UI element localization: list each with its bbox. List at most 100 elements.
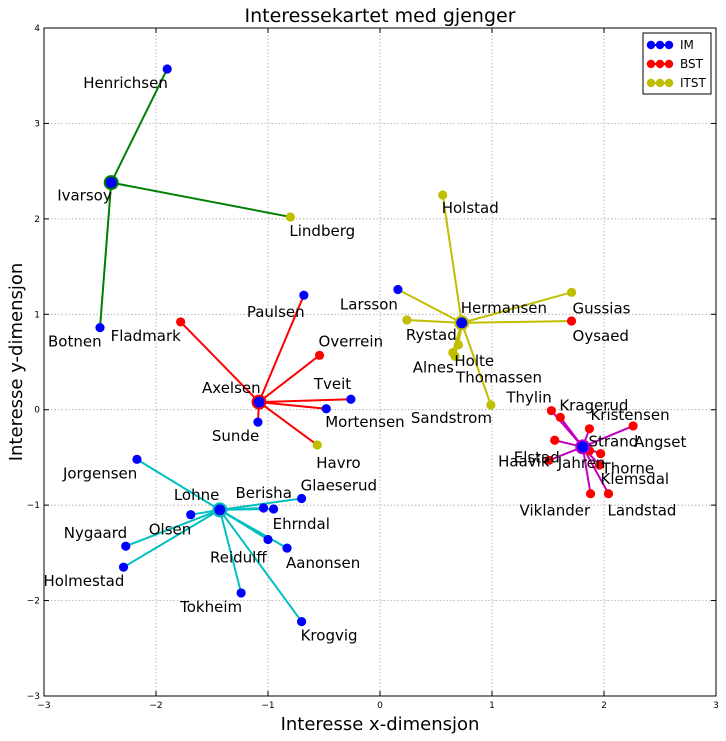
- label-angset: Angset: [634, 433, 686, 451]
- y-tick-label: 1: [34, 310, 40, 320]
- point-sunde: [253, 417, 263, 427]
- label-havro: Havro: [316, 454, 360, 472]
- point-havro: [312, 440, 322, 450]
- point-fladmark: [176, 317, 186, 327]
- point-oysaed: [566, 316, 577, 326]
- edge-henrichsen: [110, 68, 169, 184]
- label-sunde: Sunde: [212, 427, 259, 445]
- edge-rystad: [406, 319, 462, 324]
- point-holte: [453, 340, 463, 350]
- point-thomassen: [450, 351, 460, 361]
- point-olsen: [186, 510, 196, 520]
- legend-marker-bst: [646, 59, 656, 69]
- center-axelsen: [251, 394, 267, 410]
- x-axis-label: Interesse x-dimensjon: [281, 714, 480, 735]
- edge-fladmark: [179, 321, 260, 403]
- x-tick-label: 2: [601, 701, 607, 711]
- label-holstad: Holstad: [442, 199, 499, 217]
- point-thylin: [546, 406, 556, 416]
- label-klemsdal: Klemsdal: [601, 470, 670, 488]
- point-angset: [628, 421, 638, 431]
- point-holmestad: [118, 562, 129, 572]
- point-viklander: [585, 489, 596, 499]
- edge-landstad: [581, 446, 610, 495]
- label-hermansen: Hermansen: [461, 299, 547, 317]
- point-mortensen: [321, 404, 331, 414]
- label-oysaed: Oysaed: [573, 327, 629, 345]
- y-tick-label: −2: [27, 597, 40, 607]
- legend-marker-im: [655, 40, 665, 50]
- point-landstad: [603, 489, 614, 499]
- point-holstad: [438, 190, 448, 200]
- chart-title: Interessekartet med gjenger: [244, 5, 515, 27]
- edge-gussias: [461, 291, 572, 324]
- point-paulsen: [299, 290, 309, 300]
- point-aanonsen: [282, 543, 292, 553]
- edge-glaeserud: [219, 497, 302, 511]
- edge-tokheim: [218, 509, 243, 594]
- point-elstad: [550, 435, 560, 445]
- label-holte: Holte: [454, 352, 494, 370]
- legend-marker-itst: [655, 78, 665, 88]
- center-ivarsoy: [103, 175, 119, 191]
- point-overrein: [314, 350, 325, 360]
- point-tokheim: [236, 588, 246, 598]
- label-henrichsen: Henrichsen: [83, 74, 168, 92]
- point-lindberg: [285, 212, 295, 222]
- x-tick-label: −3: [37, 701, 50, 711]
- label-haavik: Haavik: [498, 452, 550, 470]
- label-larsson: Larsson: [340, 295, 398, 313]
- label-lohne: Lohne: [174, 486, 220, 504]
- label-ivarsoy: Ivarsoy: [57, 187, 112, 205]
- y-tick-label: 0: [34, 406, 40, 416]
- label-alnes: Alnes: [413, 358, 454, 376]
- label-reidulff: Reidulff: [210, 548, 267, 566]
- point-kristensen: [584, 424, 595, 434]
- y-tick-label: 4: [34, 24, 40, 34]
- label-elstad: Elstad: [514, 448, 560, 466]
- point-tveit: [346, 394, 356, 404]
- point-botnen: [95, 323, 105, 333]
- edge-sandstrom: [460, 322, 492, 406]
- y-tick-label: −1: [27, 501, 40, 511]
- x-tick-label: 0: [377, 701, 383, 711]
- label-overrein: Overrein: [319, 332, 384, 350]
- label-holmestad: Holmestad: [44, 572, 125, 590]
- edge-larsson: [397, 288, 463, 324]
- label-ehrndal: Ehrndal: [273, 515, 330, 533]
- edge-havro: [258, 401, 318, 446]
- label-thomassen: Thomassen: [455, 368, 542, 386]
- point-henrichsen: [162, 64, 172, 74]
- label-viklander: Viklander: [520, 502, 591, 520]
- label-thylin: Thylin: [505, 389, 551, 407]
- edge-viklander: [581, 446, 592, 494]
- label-aanonsen: Aanonsen: [286, 554, 360, 572]
- label-gussias: Gussias: [573, 299, 631, 317]
- data-points: [95, 64, 638, 627]
- label-axelsen: Axelsen: [202, 379, 261, 397]
- point-glaeserud: [297, 493, 307, 504]
- label-jorgensen: Jorgensen: [62, 464, 137, 482]
- edge-paulsen: [258, 294, 305, 403]
- legend-marker-itst: [646, 78, 656, 88]
- point-larsson: [393, 284, 403, 295]
- x-tick-label: 3: [713, 701, 719, 711]
- label-paulsen: Paulsen: [247, 303, 305, 321]
- legend-label-bst: BST: [680, 57, 704, 71]
- cluster-centers: [103, 175, 591, 518]
- legend-marker-itst: [664, 78, 674, 88]
- y-tick-label: −3: [27, 692, 40, 702]
- edge-holmestad: [123, 509, 221, 569]
- edge-tveit: [259, 398, 351, 404]
- point-reidulff: [263, 534, 273, 545]
- edge-oysaed: [461, 319, 572, 324]
- label-sandstrom: Sandstrom: [411, 409, 492, 427]
- label-jahren: Jahren: [557, 454, 606, 472]
- legend-marker-im: [664, 40, 674, 50]
- label-thorne: Thorne: [601, 460, 655, 478]
- label-kragerud: Kragerud: [559, 396, 628, 414]
- label-botnen: Botnen: [48, 333, 102, 351]
- legend-marker-im: [646, 40, 656, 50]
- point-jorgensen: [132, 454, 142, 464]
- y-axis-label: Interesse y-dimensjon: [6, 263, 27, 462]
